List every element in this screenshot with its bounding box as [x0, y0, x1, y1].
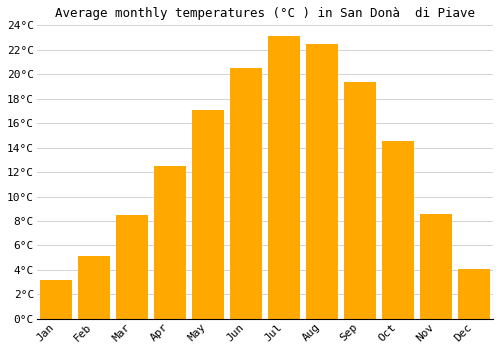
Bar: [268, 36, 300, 319]
Bar: [458, 269, 490, 319]
Bar: [78, 257, 110, 319]
Bar: [230, 68, 262, 319]
Bar: [420, 214, 452, 319]
Bar: [192, 110, 224, 319]
Bar: [306, 44, 338, 319]
Bar: [154, 166, 186, 319]
Bar: [382, 141, 414, 319]
Title: Average monthly temperatures (°C ) in San Donà  di Piave: Average monthly temperatures (°C ) in Sa…: [55, 7, 475, 20]
Bar: [344, 82, 376, 319]
Bar: [40, 280, 72, 319]
Bar: [116, 215, 148, 319]
